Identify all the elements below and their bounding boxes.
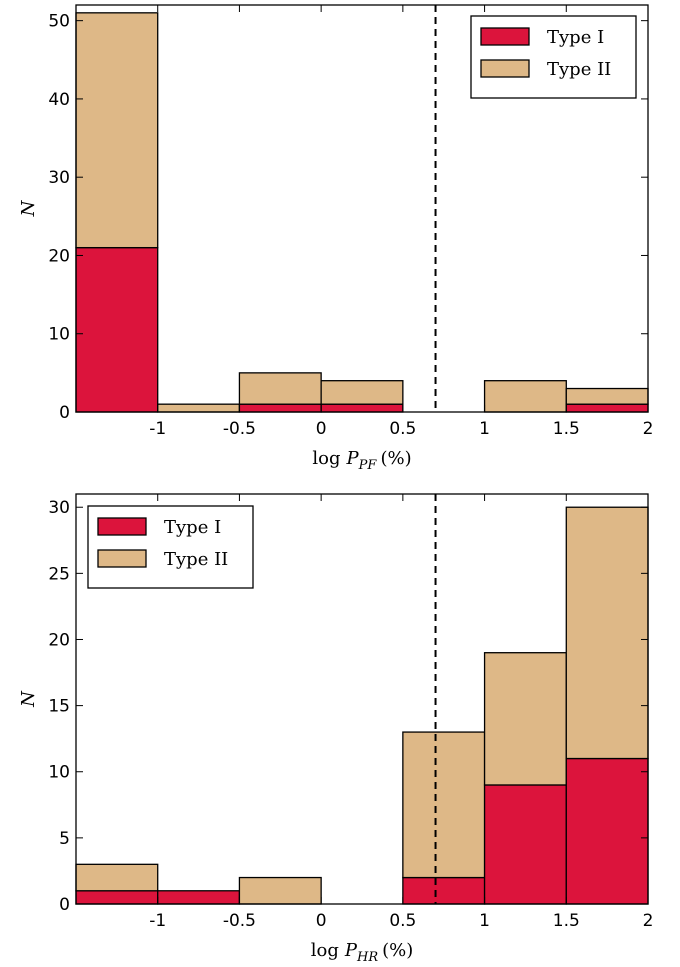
x-tick-label: 0.5 bbox=[389, 911, 416, 931]
x-axis-label-base: log bbox=[311, 940, 339, 961]
y-tick-label: 25 bbox=[48, 564, 70, 584]
y-tick-label: 20 bbox=[48, 246, 70, 266]
y-axis-label: N bbox=[18, 690, 39, 708]
x-axis-label: log PHR (%) bbox=[311, 940, 414, 965]
bar-type-ii-bin-2 bbox=[238, 372, 322, 405]
x-tick-label: 1 bbox=[479, 911, 490, 931]
legend-label-type-i: Type I bbox=[547, 27, 604, 48]
bar-type-ii-bin-0 bbox=[75, 12, 159, 249]
x-tick-label: 2 bbox=[643, 419, 654, 439]
bar-type-ii-bin-1 bbox=[157, 403, 241, 413]
x-tick-label: 1 bbox=[479, 419, 490, 439]
bar-type-ii-bin-3 bbox=[320, 380, 404, 405]
y-tick-label: 50 bbox=[48, 12, 70, 32]
x-tick-label: -1 bbox=[149, 911, 166, 931]
y-tick-label: 40 bbox=[48, 90, 70, 110]
axes-frame bbox=[75, 4, 649, 413]
bar-type-ii-bin-5 bbox=[483, 652, 567, 786]
x-tick-label: 0 bbox=[316, 419, 327, 439]
legend-swatch-type-ii bbox=[97, 549, 147, 568]
x-axis-label-sub: HR bbox=[356, 950, 378, 965]
y-tick-label: 15 bbox=[48, 697, 70, 717]
bar-type-ii-bin-5 bbox=[483, 380, 567, 413]
x-tick-label: -0.5 bbox=[223, 911, 256, 931]
bar-type-ii-bin-6 bbox=[565, 387, 649, 405]
x-axis-label-var: P bbox=[346, 448, 360, 469]
legend-swatch-type-i bbox=[480, 27, 530, 46]
bar-type-i-bin-3 bbox=[320, 403, 404, 413]
legend: Type I Type II bbox=[470, 15, 637, 99]
bar-type-ii-bin-0 bbox=[75, 863, 159, 892]
bar-type-i-bin-6 bbox=[565, 403, 649, 413]
x-tick-label: 2 bbox=[643, 911, 654, 931]
y-axis-label: N bbox=[18, 199, 39, 217]
bar-type-i-bin-0 bbox=[75, 246, 159, 413]
x-tick-label: -0.5 bbox=[223, 419, 256, 439]
y-tick-label: 20 bbox=[48, 630, 70, 650]
x-axis-label-var: P bbox=[344, 940, 358, 961]
x-tick-label: 0 bbox=[316, 911, 327, 931]
y-tick-label: 10 bbox=[48, 325, 70, 345]
y-tick-label: 30 bbox=[48, 498, 70, 518]
y-tick-label: 30 bbox=[48, 168, 70, 188]
y-tick-label: 5 bbox=[59, 829, 70, 849]
bar-type-i-bin-0 bbox=[75, 890, 159, 905]
bar-type-i-bin-6 bbox=[565, 757, 649, 905]
x-axis-label: log PPF (%) bbox=[312, 448, 411, 473]
legend-label-type-ii: Type II bbox=[164, 549, 228, 570]
y-tick-label: 10 bbox=[48, 763, 70, 783]
x-axis-label-unit: (%) bbox=[382, 940, 413, 961]
bar-type-i-bin-1 bbox=[157, 890, 241, 905]
axes-frame bbox=[75, 493, 649, 905]
x-tick-label: 1.5 bbox=[553, 911, 580, 931]
legend: Type I Type II bbox=[87, 505, 254, 589]
x-axis-label-base: log bbox=[312, 448, 340, 469]
x-tick-label: 0.5 bbox=[389, 419, 416, 439]
bar-type-ii-bin-6 bbox=[565, 506, 649, 760]
legend-swatch-type-i bbox=[97, 517, 147, 536]
bar-type-ii-bin-2 bbox=[238, 876, 322, 905]
y-tick-label: 0 bbox=[59, 895, 70, 915]
legend-label-type-ii: Type II bbox=[547, 59, 611, 80]
bar-type-i-bin-5 bbox=[483, 784, 567, 905]
x-tick-label: 1.5 bbox=[553, 419, 580, 439]
legend-swatch-type-ii bbox=[480, 59, 530, 78]
legend-label-type-i: Type I bbox=[164, 517, 221, 538]
y-tick-label: 0 bbox=[59, 403, 70, 423]
bar-type-ii-bin-4 bbox=[402, 731, 486, 879]
bar-type-i-bin-2 bbox=[238, 403, 322, 413]
x-tick-label: -1 bbox=[149, 419, 166, 439]
x-axis-label-sub: PF bbox=[358, 458, 378, 473]
x-axis-label-unit: (%) bbox=[380, 448, 411, 469]
bar-type-i-bin-4 bbox=[402, 876, 486, 905]
